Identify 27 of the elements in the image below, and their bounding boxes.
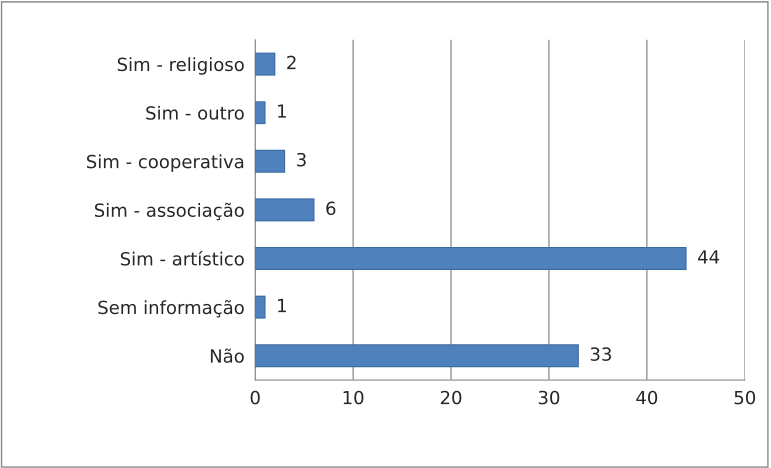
x-tick-label: 20: [440, 390, 462, 404]
bar: [255, 247, 687, 270]
x-tick-label: 10: [344, 390, 364, 404]
data-label: 6: [326, 201, 336, 216]
y-tick-label: Sim - cooperativa: [86, 154, 244, 172]
bar: [255, 52, 276, 76]
bar: [255, 344, 579, 368]
data-label: 1: [278, 104, 286, 118]
data-label: 33: [590, 347, 611, 361]
bar: [255, 150, 286, 173]
y-tick-label: Sim - outro: [146, 106, 244, 120]
data-label: 3: [297, 152, 306, 167]
bar: [255, 101, 266, 124]
y-tick-label: Sim - religioso: [118, 57, 244, 75]
data-label: 44: [698, 250, 720, 264]
y-tick-label: Não: [210, 348, 244, 363]
x-tick-label: 40: [636, 390, 658, 404]
y-tick-label: Sim - artístico: [120, 250, 244, 266]
data-label: 2: [287, 56, 296, 70]
x-tick-label: 0: [250, 390, 260, 404]
x-tick-label: 30: [538, 390, 560, 404]
bar: [255, 296, 266, 319]
bar: [255, 198, 315, 222]
data-label: 1: [278, 298, 286, 312]
x-tick-label: 50: [734, 390, 756, 404]
y-tick-label: Sim - associação: [94, 202, 244, 220]
y-tick-label: Sem informação: [98, 300, 244, 318]
